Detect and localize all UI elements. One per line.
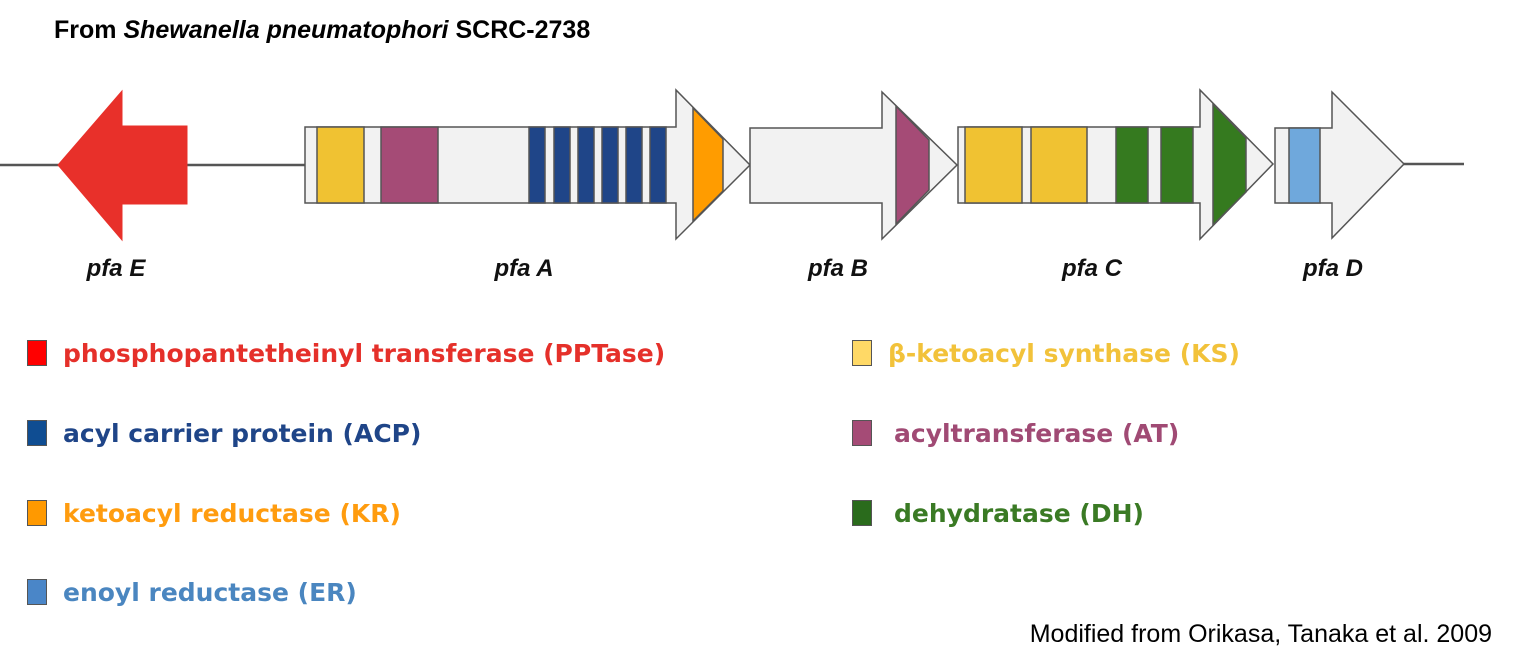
legend-item-er: enoyl reductase (ER): [27, 577, 357, 607]
figure-title: From Shewanella pneumatophori SCRC-2738: [54, 16, 590, 45]
gene-label-pfaE: pfa E: [86, 255, 147, 282]
domain-kr: [692, 106, 724, 223]
domain-acp: [577, 126, 595, 204]
gene-arrow-pfaA: [304, 88, 752, 241]
domain-at: [895, 104, 930, 226]
domain-dh: [1160, 126, 1194, 204]
domain-ks: [1030, 126, 1088, 204]
domain-acp: [649, 126, 667, 204]
domain-at: [380, 126, 439, 204]
legend-item-at: acyltransferase (AT): [852, 418, 1179, 448]
gene-cluster-diagram: pfa E pfa A pfa B pfa C pfa D: [0, 88, 1464, 282]
domain-acp: [528, 126, 546, 204]
legend-item-kr: ketoacyl reductase (KR): [27, 498, 401, 528]
domain-ks: [964, 126, 1023, 204]
domain-acp: [625, 126, 643, 204]
legend-label-pptase: phosphopantetheinyl transferase (PPTase): [63, 338, 666, 368]
gene-label-pfaC: pfa C: [1061, 255, 1123, 282]
legend-label-er: enoyl reductase (ER): [63, 577, 357, 607]
domain-dh: [1212, 102, 1247, 227]
legend-label-dh: dehydratase (DH): [894, 498, 1144, 528]
domain-ks: [316, 126, 365, 204]
legend-swatch-pptase: [27, 340, 47, 366]
title-organism: Shewanella pneumatophori: [123, 16, 449, 44]
legend-swatch-ks: [852, 340, 872, 366]
legend-item-pptase: phosphopantetheinyl transferase (PPTase): [27, 338, 665, 368]
legend-swatch-er: [27, 579, 47, 605]
domain-er: [1288, 127, 1321, 204]
gene-arrow-pfaE: [57, 89, 188, 242]
title-strain: SCRC-2738: [448, 16, 591, 44]
legend-label-ks: β-ketoacyl synthase (KS): [888, 338, 1240, 368]
legend-label-acp: acyl carrier protein (ACP): [63, 418, 422, 448]
legend-item-dh: dehydratase (DH): [852, 498, 1144, 528]
legend-label-kr: ketoacyl reductase (KR): [63, 498, 401, 528]
domain-acp: [553, 126, 571, 204]
gene-label-pfaD: pfa D: [1302, 255, 1363, 282]
legend-swatch-kr: [27, 500, 47, 526]
legend-swatch-acp: [27, 420, 47, 446]
domain-dh: [1115, 126, 1149, 204]
legend-label-at: acyltransferase (AT): [894, 418, 1180, 448]
legend-swatch-dh: [852, 500, 872, 526]
title-prefix: From: [54, 16, 124, 44]
gene-label-pfaB: pfa B: [807, 255, 868, 282]
gene-label-pfaA: pfa A: [493, 255, 553, 282]
legend-swatch-at: [852, 420, 872, 446]
domain-acp: [601, 126, 619, 204]
legend-item-acp: acyl carrier protein (ACP): [27, 418, 421, 448]
citation-text: Modified from Orikasa, Tanaka et al. 200…: [1029, 620, 1492, 648]
legend-item-ks: β-ketoacyl synthase (KS): [852, 338, 1240, 368]
